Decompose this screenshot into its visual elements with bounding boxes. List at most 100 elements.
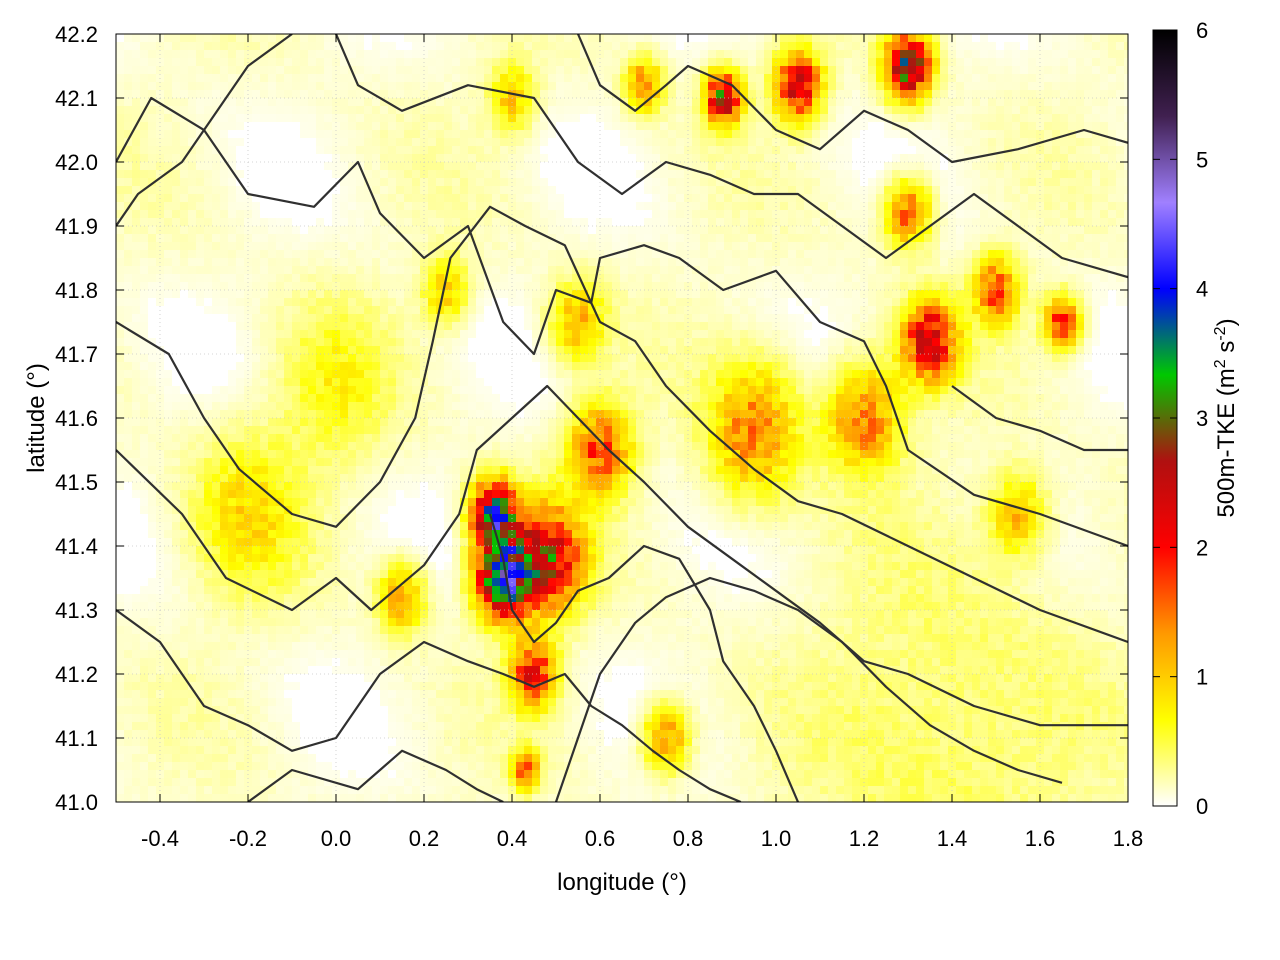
heatmap-cell (900, 42, 908, 50)
heatmap-cell (556, 330, 564, 338)
heatmap-cell (380, 290, 388, 298)
heatmap-cell (868, 266, 876, 274)
heatmap-cell (972, 218, 980, 226)
heatmap-cell (892, 282, 900, 290)
heatmap-cell (1004, 330, 1012, 338)
heatmap-cell (836, 210, 844, 218)
heatmap-cell (556, 282, 564, 290)
heatmap-cell (284, 234, 292, 242)
heatmap-cell (436, 106, 444, 114)
heatmap-cell (868, 82, 876, 90)
heatmap-cell (1044, 314, 1052, 322)
heatmap-cell (676, 186, 684, 194)
heatmap-cell (252, 90, 260, 98)
heatmap-cell (284, 98, 292, 106)
heatmap-cell (516, 242, 524, 250)
heatmap-cell (228, 314, 236, 322)
heatmap-cell (1124, 74, 1128, 82)
heatmap-cell (868, 314, 876, 322)
heatmap-cell (1020, 122, 1028, 130)
heatmap-cell (276, 362, 284, 370)
heatmap-cell (268, 50, 276, 58)
heatmap-cell (220, 146, 228, 154)
heatmap-cell (428, 74, 436, 82)
heatmap-cell (428, 202, 436, 210)
heatmap-cell (396, 346, 404, 354)
heatmap-cell (996, 138, 1004, 146)
heatmap-cell (1012, 290, 1020, 298)
heatmap-cell (116, 234, 124, 242)
heatmap-cell (236, 90, 244, 98)
heatmap-cell (1004, 242, 1012, 250)
heatmap-cell (820, 338, 828, 346)
heatmap-cell (884, 274, 892, 282)
heatmap-cell (484, 258, 492, 266)
heatmap-cell (1100, 162, 1108, 170)
heatmap-cell (396, 90, 404, 98)
heatmap-cell (644, 178, 652, 186)
heatmap-cell (1084, 138, 1092, 146)
heatmap-cell (932, 274, 940, 282)
heatmap-cell (468, 306, 476, 314)
heatmap-cell (820, 138, 828, 146)
heatmap-cell (828, 58, 836, 66)
heatmap-cell (292, 354, 300, 362)
heatmap-cell (588, 66, 596, 74)
heatmap-cell (140, 178, 148, 186)
heatmap-cell (876, 74, 884, 82)
heatmap-cell (564, 218, 572, 226)
heatmap-cell (188, 194, 196, 202)
heatmap-cell (884, 242, 892, 250)
heatmap-cell (228, 258, 236, 266)
heatmap-cell (844, 194, 852, 202)
heatmap-cell (708, 274, 716, 282)
heatmap-cell (716, 34, 724, 42)
heatmap-cell (932, 362, 940, 370)
heatmap-cell (148, 226, 156, 234)
heatmap-cell (452, 322, 460, 330)
heatmap-cell (692, 370, 700, 378)
heatmap-cell (708, 42, 716, 50)
heatmap-cell (956, 282, 964, 290)
heatmap-cell (1116, 90, 1124, 98)
heatmap-cell (868, 66, 876, 74)
heatmap-cell (652, 258, 660, 266)
heatmap-cell (868, 346, 876, 354)
heatmap-cell (884, 218, 892, 226)
heatmap-cell (716, 202, 724, 210)
heatmap-cell (988, 218, 996, 226)
heatmap-cell (292, 258, 300, 266)
heatmap-cell (572, 306, 580, 314)
heatmap-cell (820, 362, 828, 370)
heatmap-cell (324, 34, 332, 42)
heatmap-cell (180, 234, 188, 242)
heatmap-cell (492, 50, 500, 58)
heatmap-cell (796, 58, 804, 66)
heatmap-cell (124, 178, 132, 186)
heatmap-cell (372, 186, 380, 194)
heatmap-cell (756, 58, 764, 66)
heatmap-cell (788, 58, 796, 66)
heatmap-cell (820, 370, 828, 378)
heatmap-cell (884, 314, 892, 322)
heatmap-cell (308, 90, 316, 98)
heatmap-cell (292, 378, 300, 386)
heatmap-cell (284, 218, 292, 226)
heatmap-cell (876, 66, 884, 74)
heatmap-cell (236, 122, 244, 130)
heatmap-cell (988, 58, 996, 66)
heatmap-cell (388, 194, 396, 202)
heatmap-cell (148, 234, 156, 242)
heatmap-cell (652, 202, 660, 210)
heatmap-cell (540, 258, 548, 266)
heatmap-cell (412, 154, 420, 162)
heatmap-cell (196, 282, 204, 290)
heatmap-cell (404, 146, 412, 154)
heatmap-cell (228, 290, 236, 298)
heatmap-cell (252, 290, 260, 298)
heatmap-cell (604, 330, 612, 338)
heatmap-cell (532, 314, 540, 322)
heatmap-cell (460, 66, 468, 74)
heatmap-cell (764, 130, 772, 138)
heatmap-cell (748, 354, 756, 362)
